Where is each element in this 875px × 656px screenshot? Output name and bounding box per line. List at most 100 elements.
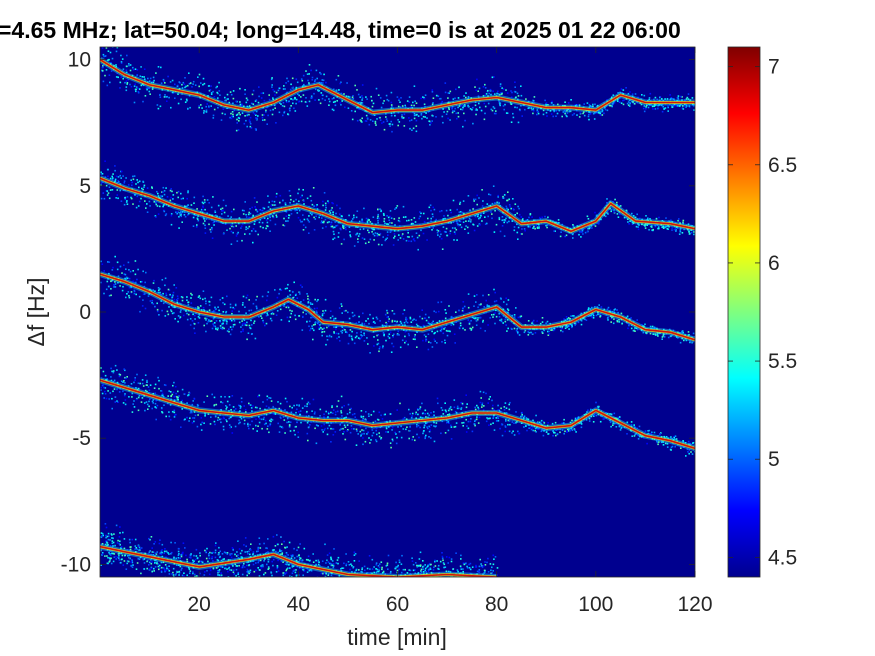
trace-1-speckle: [296, 81, 299, 84]
trace-1-speckle: [283, 111, 285, 114]
trace-2-speckle: [662, 225, 664, 228]
trace-3-speckle: [393, 328, 396, 331]
trace-1-speckle: [590, 107, 593, 109]
trace-1-speckle: [399, 101, 401, 103]
trace-1-speckle: [487, 95, 489, 97]
trace-2-speckle: [308, 232, 310, 234]
trace-1-speckle: [484, 94, 487, 97]
trace-3-speckle: [204, 297, 206, 300]
trace-2-speckle: [119, 174, 121, 177]
trace-1-speckle: [354, 84, 356, 87]
trace-3-speckle: [108, 285, 111, 288]
trace-4-speckle: [340, 428, 342, 430]
trace-1-speckle: [275, 122, 277, 124]
trace-1-speckle: [476, 109, 478, 111]
trace-1-speckle: [379, 119, 382, 121]
trace-2-speckle: [176, 191, 178, 194]
trace-3-speckle: [223, 327, 225, 330]
trace-1-speckle: [125, 89, 128, 92]
trace-3-speckle: [132, 270, 134, 272]
trace-3-speckle: [443, 328, 445, 330]
trace-3-speckle: [307, 306, 310, 309]
trace-1-speckle: [160, 82, 163, 84]
trace-4-speckle: [240, 401, 243, 403]
trace-1-speckle: [499, 83, 502, 85]
trace-1-speckle: [484, 105, 487, 108]
trace-4-speckle: [487, 402, 489, 404]
trace-2-speckle: [126, 196, 129, 198]
trace-4-speckle: [231, 414, 234, 417]
trace-1-speckle: [410, 119, 413, 121]
trace-1-speckle: [182, 81, 185, 84]
trace-2-speckle: [253, 223, 256, 225]
trace-2-speckle: [227, 215, 229, 217]
trace-1-speckle: [115, 66, 117, 68]
trace-1-speckle: [267, 114, 269, 117]
trace-1-speckle: [239, 113, 241, 116]
trace-2-speckle: [187, 214, 189, 216]
trace-4-speckle: [528, 427, 531, 429]
trace-3-speckle: [171, 304, 173, 306]
trace-2-speckle: [333, 233, 335, 235]
trace-3-speckle: [341, 332, 343, 334]
trace-2-speckle: [331, 225, 334, 228]
trace-3-speckle: [464, 329, 466, 331]
trace-2-speckle: [251, 216, 254, 219]
trace-1-speckle: [564, 101, 566, 103]
trace-3-speckle: [587, 308, 590, 311]
trace-2-speckle: [109, 189, 112, 191]
trace-3-speckle: [376, 318, 379, 320]
trace-2-speckle: [178, 227, 180, 229]
trace-4-speckle: [375, 427, 378, 429]
trace-2-speckle: [288, 190, 291, 192]
trace-3-speckle: [548, 333, 551, 335]
trace-3-speckle: [409, 316, 412, 319]
trace-1-speckle: [680, 95, 682, 98]
trace-2-speckle: [261, 209, 264, 212]
trace-1-speckle: [318, 99, 320, 101]
trace-2-speckle: [124, 189, 126, 192]
trace-2-speckle: [442, 218, 445, 220]
trace-2-speckle: [462, 200, 465, 202]
trace-3-speckle: [663, 336, 666, 338]
trace-2-speckle: [389, 221, 391, 224]
trace-2-speckle: [485, 222, 488, 225]
trace-4-speckle: [419, 416, 422, 419]
trace-1-speckle: [369, 119, 372, 121]
trace-4-speckle: [346, 413, 349, 415]
trace-2-speckle: [151, 186, 153, 188]
trace-1-speckle: [605, 105, 607, 107]
trace-4-speckle: [262, 401, 264, 403]
trace-3-speckle: [437, 310, 440, 313]
trace-1-speckle: [157, 66, 160, 68]
trace-4-speckle: [247, 425, 249, 427]
trace-3-speckle: [130, 286, 132, 289]
trace-3-speckle: [515, 329, 518, 332]
trace-1-speckle: [371, 99, 373, 102]
trace-3-speckle: [458, 326, 461, 329]
trace-2-speckle: [566, 226, 569, 229]
trace-2-speckle: [690, 224, 692, 227]
trace-4-speckle: [595, 401, 597, 404]
trace-1-speckle: [386, 98, 389, 101]
trace-3-speckle: [243, 319, 246, 321]
trace-3-speckle: [662, 333, 665, 336]
trace-3-speckle: [416, 331, 418, 333]
trace-4-speckle: [356, 430, 358, 432]
trace-3-speckle: [500, 298, 502, 300]
trace-2-speckle: [605, 211, 608, 214]
trace-2-speckle: [443, 215, 445, 217]
trace-2-speckle: [497, 194, 499, 197]
trace-2-speckle: [130, 197, 133, 200]
trace-2-speckle: [332, 211, 334, 213]
trace-3-speckle: [323, 312, 325, 314]
trace-1-speckle: [551, 100, 553, 103]
trace-3-speckle: [143, 285, 146, 288]
trace-4-speckle: [116, 400, 118, 402]
trace-3-speckle: [553, 328, 556, 331]
trace-2-speckle: [528, 216, 530, 219]
trace-3-speckle: [242, 322, 244, 325]
trace-2-speckle: [414, 221, 417, 223]
trace-1-speckle: [499, 104, 501, 107]
trace-4-speckle: [428, 436, 430, 438]
